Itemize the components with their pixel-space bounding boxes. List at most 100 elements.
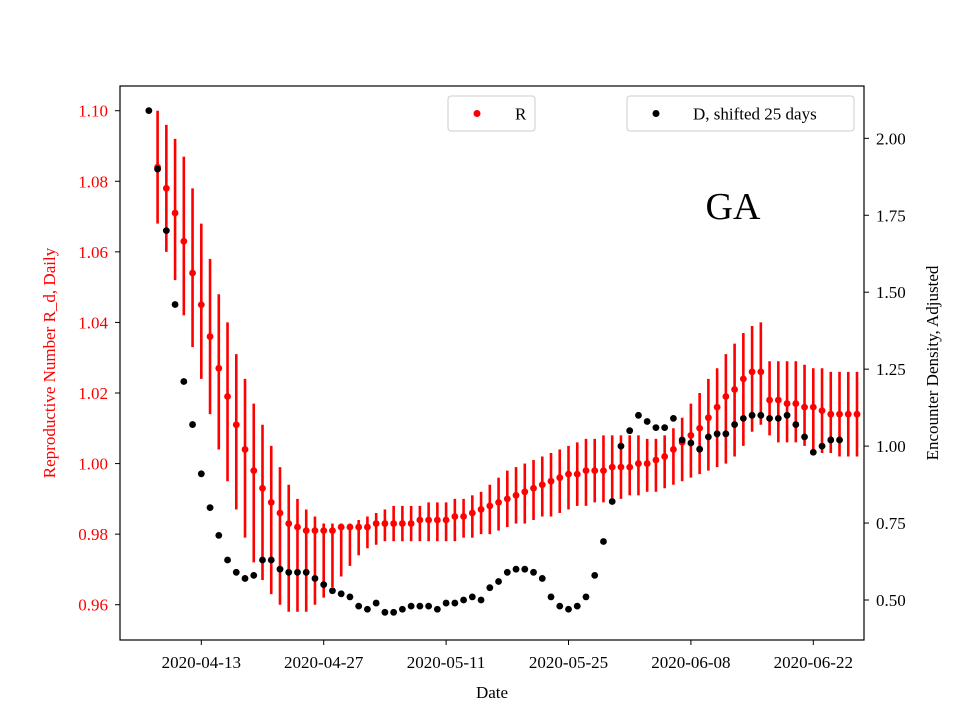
r-point [215,365,222,372]
d-point [574,603,581,610]
left-tick-label: 1.10 [78,102,108,121]
r-point [548,478,555,485]
x-tick-label: 2020-05-25 [529,653,608,672]
d-point [653,424,660,431]
r-point [766,397,773,404]
r-point [565,471,572,478]
r-point [312,527,319,534]
d-point [451,600,458,607]
r-point [382,520,389,527]
x-tick-label: 2020-05-11 [407,653,486,672]
r-point [460,513,467,520]
left-tick-label: 0.98 [78,525,108,544]
r-point [819,407,826,414]
d-point [819,443,826,450]
d-point [539,575,546,582]
right-tick-label: 1.50 [876,283,906,302]
d-point [556,603,563,610]
r-point [189,270,196,277]
series-d-points [145,107,842,615]
d-point [714,430,721,437]
d-point [679,437,686,444]
d-point [626,427,633,434]
d-point [740,415,747,422]
d-point [670,415,677,422]
r-point [740,375,747,382]
d-point [382,609,389,616]
r-point [618,464,625,471]
d-point [329,587,336,594]
d-point [364,606,371,613]
d-point [565,606,572,613]
r-point [268,499,275,506]
r-point [784,400,791,407]
r-point [207,333,214,340]
d-point [180,378,187,385]
d-point [548,594,555,601]
r-point [242,446,249,453]
r-point [443,517,450,524]
d-point [259,557,266,564]
d-point [294,569,301,576]
d-point [355,603,362,610]
r-point [259,485,266,492]
r-point [285,520,292,527]
d-point [757,412,764,419]
x-tick-label: 2020-04-13 [162,653,241,672]
d-point [591,572,598,579]
d-point [320,581,327,588]
d-point [154,166,161,173]
d-point [443,600,450,607]
d-point [469,594,476,601]
legend-d-label: D, shifted 25 days [693,105,817,124]
d-point [189,421,196,428]
x-tick-label: 2020-06-08 [651,653,730,672]
d-point [460,597,467,604]
r-point [451,513,458,520]
r-point [687,432,694,439]
r-point [827,411,834,418]
state-annotation: GA [706,186,761,228]
r-point [303,527,310,534]
d-point [495,578,502,585]
right-tick-label: 0.75 [876,514,906,533]
d-point [268,557,275,564]
d-point [145,107,152,114]
r-point [364,524,371,531]
d-point [338,590,345,597]
legend-r: R [448,96,535,131]
left-tick-label: 1.04 [78,313,108,332]
r-point [434,517,441,524]
x-axis-label: Date [476,683,508,702]
d-point [373,600,380,607]
r-point [626,464,633,471]
d-point [609,498,616,505]
d-point [285,569,292,576]
legend-r-label: R [515,105,527,124]
r-point [495,499,502,506]
d-point [277,566,284,573]
r-point [635,460,642,467]
left-axis-ticks: 0.96 0.98 1.00 1.02 1.04 1.06 1.08 1.10 [78,102,120,615]
r-point [583,467,590,474]
d-point [486,584,493,591]
r-point [854,411,861,418]
left-tick-label: 1.08 [78,172,108,191]
d-point [801,433,808,440]
d-point [416,603,423,610]
d-point [207,504,214,511]
r-point [609,464,616,471]
d-point [215,532,222,539]
d-point [347,594,354,601]
r-point [600,467,607,474]
d-point [434,606,441,613]
d-point [705,433,712,440]
r-point [591,467,598,474]
r-point [355,524,362,531]
r-point [172,210,179,217]
left-axis-label: Reproductive Number R_d, Daily [40,247,59,478]
d-point [722,430,729,437]
d-point [810,449,817,456]
r-point [836,411,843,418]
r-point [653,457,660,464]
